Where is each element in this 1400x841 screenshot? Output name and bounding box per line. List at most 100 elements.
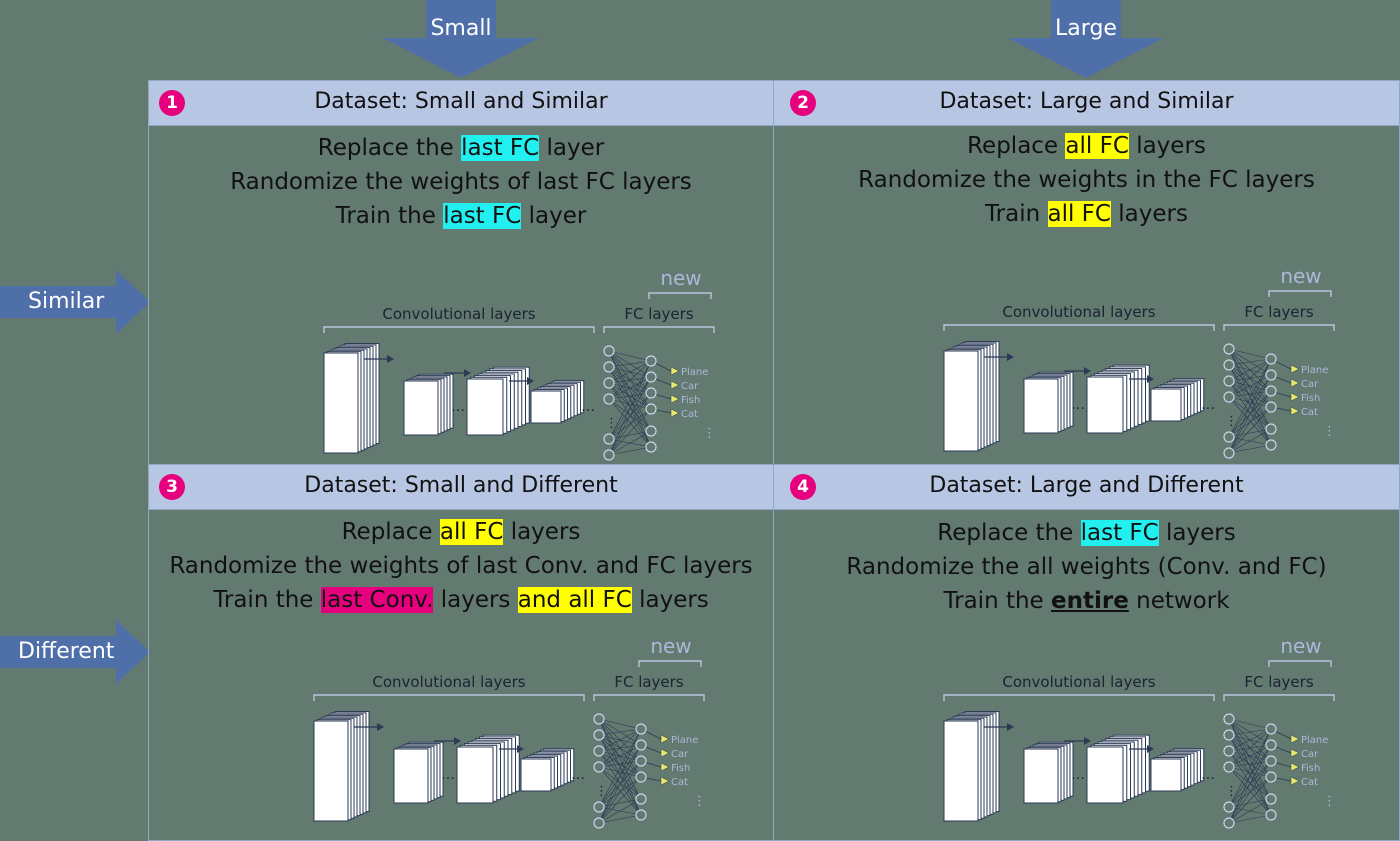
- hidden-neuron: [645, 403, 657, 415]
- ellipsis: …: [1201, 397, 1215, 413]
- output-label: Car: [671, 749, 689, 760]
- instruction-line-1: Replace the last FC layers: [937, 520, 1236, 546]
- output-arrow: [1290, 392, 1300, 402]
- vertical-ellipsis: ⋮: [1225, 784, 1238, 799]
- vertical-ellipsis: ⋮: [703, 426, 716, 441]
- quadrant-number-badge: 4: [790, 474, 816, 500]
- conv-block-1: [943, 711, 1000, 822]
- network-svg: Convolutional layers FC layers new … … Plane C…: [323, 266, 716, 461]
- quadrant-large-similar: 2 Dataset: Large and Similar Replace all…: [773, 80, 1400, 465]
- network-svg: Convolutional layers FC layers new … … Plane C…: [313, 634, 706, 829]
- output-arrow: [660, 762, 670, 772]
- ellipsis: …: [581, 399, 595, 415]
- conv-layers-label: Convolutional layers: [372, 673, 525, 691]
- ellipsis: …: [1201, 767, 1215, 783]
- hidden-neuron: [645, 387, 657, 399]
- quadrant-instructions: Replace the last FC layer Randomize the …: [149, 131, 773, 233]
- output-arrow: [1290, 364, 1300, 374]
- hidden-neuron: [1265, 809, 1277, 821]
- hidden-neuron: [1265, 723, 1277, 735]
- conv-block-4: [530, 380, 585, 424]
- output-label: Cat: [671, 777, 688, 788]
- input-neuron: [1223, 713, 1235, 725]
- conv-block-1: [323, 343, 380, 454]
- output-arrow: [1290, 378, 1300, 388]
- conv-block-4: [1150, 748, 1205, 792]
- instruction-line-2: Randomize the all weights (Conv. and FC): [846, 554, 1327, 580]
- output-arrow: [670, 408, 680, 418]
- conv-arrow-head: [517, 745, 524, 753]
- conv-block-1: [313, 711, 370, 822]
- quadrant-instructions: Replace the last FC layers Randomize the…: [774, 516, 1399, 618]
- input-neuron: [593, 761, 605, 773]
- output-label: Plane: [1301, 735, 1328, 746]
- hidden-neuron: [1265, 401, 1277, 413]
- instruction-line-3: Train the entire network: [943, 588, 1230, 614]
- input-neuron: [1223, 817, 1235, 829]
- input-neuron: [593, 801, 605, 813]
- conv-block-3: [466, 366, 530, 436]
- output-label: Plane: [671, 735, 698, 746]
- hidden-neuron: [1265, 369, 1277, 381]
- output-arrow: [1290, 734, 1300, 744]
- conv-arrow-head: [1007, 723, 1014, 731]
- quadrant-title: Dataset: Small and Different: [304, 473, 618, 498]
- hidden-neuron: [635, 793, 647, 805]
- hidden-neuron: [635, 755, 647, 767]
- conv-block-3: [1086, 734, 1150, 804]
- conv-layers-label: Convolutional layers: [1002, 673, 1155, 691]
- output-label: Fish: [681, 395, 700, 406]
- conv-arrow-head: [387, 355, 394, 363]
- input-neuron: [603, 345, 615, 357]
- conv-block-4: [1150, 378, 1205, 422]
- hidden-neuron: [1265, 755, 1277, 767]
- ellipsis: …: [1071, 397, 1085, 413]
- output-arrow: [670, 394, 680, 404]
- instruction-line-2: Randomize the weights of last Conv. and …: [169, 553, 753, 579]
- conv-arrow-head: [1084, 367, 1091, 375]
- output-label: Car: [1301, 749, 1319, 760]
- vertical-ellipsis: ⋮: [1323, 794, 1336, 809]
- input-neuron: [603, 449, 615, 461]
- hidden-neuron: [1265, 439, 1277, 451]
- output-label: Cat: [1301, 407, 1318, 418]
- input-neuron: [1223, 391, 1235, 403]
- quadrant-instructions: Replace all FC layers Randomize the weig…: [774, 129, 1399, 231]
- output-label: Cat: [1301, 777, 1318, 788]
- new-label: new: [650, 634, 691, 658]
- large-arrow: [1008, 0, 1164, 78]
- ellipsis: …: [451, 399, 465, 415]
- vertical-ellipsis: ⋮: [693, 794, 706, 809]
- input-neuron: [593, 729, 605, 741]
- input-neuron: [603, 361, 615, 373]
- similar-arrow-label: Similar: [28, 289, 105, 314]
- hidden-neuron: [645, 441, 657, 453]
- input-neuron: [1223, 729, 1235, 741]
- input-neuron: [603, 393, 615, 405]
- network-svg: Convolutional layers FC layers new … … Plane C…: [943, 634, 1336, 829]
- instruction-line-2: Randomize the weights of last FC layers: [230, 169, 692, 195]
- conv-arrow-head: [527, 377, 534, 385]
- input-neuron: [1223, 447, 1235, 459]
- hidden-neuron: [635, 771, 647, 783]
- quadrant-number-badge: 2: [790, 90, 816, 116]
- input-neuron: [603, 433, 615, 445]
- quadrant-title: Dataset: Large and Similar: [939, 89, 1234, 114]
- instruction-line-3: Train the last Conv. layers and all FC l…: [213, 587, 709, 613]
- hidden-neuron: [1265, 793, 1277, 805]
- instruction-line-3: Train the last FC layer: [335, 203, 587, 229]
- large-arrow-label: Large: [1055, 16, 1117, 41]
- similar-arrow: [0, 270, 150, 334]
- vertical-ellipsis: ⋮: [1225, 414, 1238, 429]
- different-arrow-label: Different: [18, 639, 115, 664]
- output-label: Cat: [681, 409, 698, 420]
- instruction-line-1: Replace all FC layers: [967, 133, 1206, 159]
- ellipsis: …: [1071, 767, 1085, 783]
- conv-block-3: [456, 734, 520, 804]
- conv-layers-label: Convolutional layers: [382, 305, 535, 323]
- output-label: Car: [1301, 379, 1319, 390]
- conv-block-2: [403, 373, 454, 436]
- input-neuron: [1223, 375, 1235, 387]
- conv-arrow-head: [1007, 353, 1014, 361]
- quadrant-header: 2 Dataset: Large and Similar: [774, 81, 1399, 126]
